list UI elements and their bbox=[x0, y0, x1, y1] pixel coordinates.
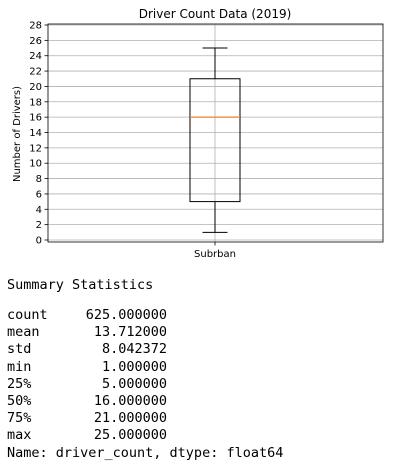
stat-label: 25% bbox=[7, 375, 32, 392]
plot-frame bbox=[47, 23, 384, 243]
box-group bbox=[189, 47, 241, 233]
summary-title: Summary Statistics bbox=[7, 277, 154, 293]
y-tick-label: 0 bbox=[36, 236, 42, 247]
y-tick-label: 2 bbox=[36, 220, 42, 231]
y-tick-label: 10 bbox=[29, 159, 42, 170]
stat-value: 5.000000 bbox=[101, 375, 167, 392]
stat-row-mean: mean 13.712000 bbox=[7, 324, 283, 341]
y-tick-label: 4 bbox=[36, 205, 42, 216]
y-tick-label: 12 bbox=[29, 143, 42, 154]
y-tick-label: 28 bbox=[29, 21, 42, 32]
stat-label: std bbox=[7, 341, 32, 358]
stat-row-50pct: 50% 16.000000 bbox=[7, 393, 283, 410]
stat-value: 13.712000 bbox=[93, 324, 167, 341]
summary-footer: Name: driver_count, dtype: float64 bbox=[7, 444, 284, 461]
stat-label: mean bbox=[7, 324, 40, 341]
stat-row-min: min 1.000000 bbox=[7, 359, 283, 376]
y-tick-label: 26 bbox=[29, 36, 42, 47]
stat-label: count bbox=[7, 307, 48, 323]
stat-value: 1.000000 bbox=[101, 358, 167, 375]
stat-row-75pct: 75% 21.000000 bbox=[7, 410, 283, 427]
stat-label: min bbox=[7, 358, 32, 375]
stat-label: 75% bbox=[7, 410, 32, 427]
stat-value: 25.000000 bbox=[93, 427, 167, 444]
y-tick-label: 6 bbox=[36, 189, 42, 200]
stat-label: max bbox=[7, 427, 32, 444]
stat-value: 16.000000 bbox=[93, 393, 167, 410]
y-tick-label: 18 bbox=[29, 97, 42, 108]
stat-label: 50% bbox=[7, 393, 32, 410]
y-tick-label: 16 bbox=[29, 113, 42, 124]
box-plot-chart: Driver Count Data (2019) Number of Drive… bbox=[12, 7, 384, 260]
stat-row-std: std 8.042372 bbox=[7, 341, 283, 358]
y-tick-label: 14 bbox=[29, 128, 42, 139]
y-tick-label: 8 bbox=[36, 174, 42, 185]
iqr-box bbox=[189, 78, 241, 203]
y-tick-label: 24 bbox=[29, 51, 42, 62]
summary-table: count 625.000000 mean 13.712000 std 8.042372 m… bbox=[7, 307, 283, 462]
stat-value: 21.000000 bbox=[93, 410, 167, 427]
stat-row-25pct: 25% 5.000000 bbox=[7, 376, 283, 393]
stat-value: 8.042372 bbox=[101, 341, 167, 358]
chart-title: Driver Count Data (2019) bbox=[139, 7, 292, 21]
x-tick-label: Subrban bbox=[194, 249, 236, 260]
y-tick-label: 22 bbox=[29, 67, 42, 78]
box-subrban bbox=[189, 47, 241, 233]
stat-row-max: max 25.000000 bbox=[7, 427, 283, 444]
stat-row-count: count 625.000000 bbox=[7, 307, 283, 324]
y-axis-label: Number of Drivers) bbox=[12, 86, 23, 182]
stat-value: 625.000000 bbox=[85, 307, 167, 323]
y-tick-label: 20 bbox=[29, 82, 42, 93]
x-axis-ticks: Subrban bbox=[194, 242, 236, 260]
